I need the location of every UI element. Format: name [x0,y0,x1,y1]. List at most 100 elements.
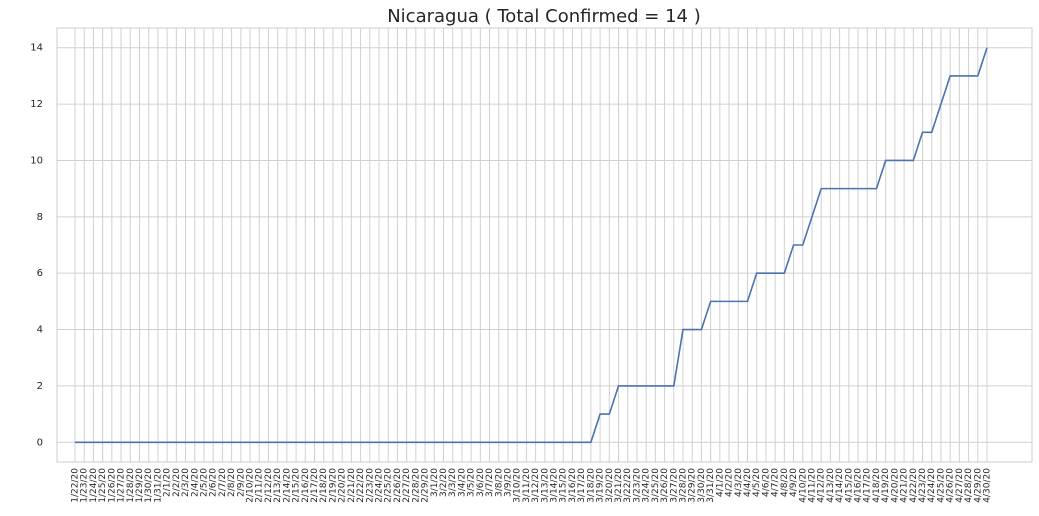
x-tick-label: 2/19/20 [328,468,338,503]
x-tick-label: 2/23/20 [365,468,375,503]
x-tick-label: 2/9/20 [236,468,246,497]
x-tick-label: 4/12/20 [817,468,827,503]
x-tick-label: 3/15/20 [559,468,569,503]
x-tick-label: 3/27/20 [669,468,679,503]
x-tick-label: 4/15/20 [844,468,854,503]
x-tick-label: 2/6/20 [209,468,219,497]
x-tick-label: 3/20/20 [605,468,615,503]
x-tick-label: 2/20/20 [338,468,348,503]
x-tick-label: 2/10/20 [246,468,256,503]
x-tick-label: 4/18/20 [872,468,882,503]
x-tick-label: 3/30/20 [697,468,707,503]
x-tick-label: 3/7/20 [485,468,495,497]
y-tick-label: 0 [37,437,43,448]
x-tick-label: 3/5/20 [467,468,477,497]
y-tick-label: 14 [30,43,43,54]
x-tick-label: 2/8/20 [227,468,237,497]
x-tick-label: 1/31/20 [153,468,163,503]
x-tick-label: 1/30/20 [144,468,154,503]
chart-title: Nicaragua ( Total Confirmed = 14 ) [387,6,701,27]
x-tick-label: 3/11/20 [522,468,532,503]
x-tick-label: 2/25/20 [384,468,394,503]
x-tick-label: 4/11/20 [807,468,817,503]
x-tick-label: 3/14/20 [550,468,560,503]
x-tick-label: 3/2/20 [439,468,449,497]
x-tick-label: 4/21/20 [900,468,910,503]
x-tick-label: 3/28/20 [679,468,689,503]
x-tick-label: 3/6/20 [476,468,486,497]
x-tick-label: 3/22/20 [623,468,633,503]
x-tick-label: 2/11/20 [255,468,265,503]
y-tick-label: 4 [37,325,43,336]
x-tick-label: 3/24/20 [642,468,652,503]
x-tick-label: 3/16/20 [568,468,578,503]
x-tick-label: 4/3/20 [734,468,744,497]
x-tick-label: 2/17/20 [310,468,320,503]
x-tick-label: 4/29/20 [973,468,983,503]
x-tick-label: 2/12/20 [264,468,274,503]
x-tick-label: 3/25/20 [651,468,661,503]
x-tick-label: 4/5/20 [752,468,762,497]
x-tick-label: 1/23/20 [80,468,90,503]
x-tick-label: 4/6/20 [761,468,771,497]
x-tick-label: 4/16/20 [854,468,864,503]
x-tick-label: 2/18/20 [319,468,329,503]
y-tick-label: 8 [37,212,43,223]
x-tick-label: 3/23/20 [632,468,642,503]
x-tick-label: 4/17/20 [863,468,873,503]
x-tick-label: 4/20/20 [890,468,900,503]
x-tick-label: 4/4/20 [743,468,753,497]
x-tick-label: 3/13/20 [540,468,550,503]
x-tick-label: 3/29/20 [688,468,698,503]
x-tick-label: 3/4/20 [457,468,467,497]
x-tick-label: 3/9/20 [503,468,513,497]
x-tick-label: 3/17/20 [577,468,587,503]
x-tick-label: 2/27/20 [402,468,412,503]
x-tick-label: 4/26/20 [946,468,956,503]
x-tick-label: 3/3/20 [448,468,458,497]
x-tick-label: 4/27/20 [955,468,965,503]
x-tick-label: 4/25/20 [936,468,946,503]
y-tick-label: 12 [30,99,43,110]
y-tick-label: 10 [30,155,43,166]
x-tick-label: 4/10/20 [798,468,808,503]
x-tick-label: 3/26/20 [660,468,670,503]
x-tick-label: 4/7/20 [771,468,781,497]
data-line [75,47,988,444]
x-tick-label: 1/28/20 [126,468,136,503]
x-tick-label: 2/2/20 [172,468,182,497]
x-tick-label: 2/28/20 [411,468,421,503]
x-tick-label: 1/24/20 [89,468,99,503]
x-tick-label: 4/23/20 [918,468,928,503]
x-tick-label: 3/19/20 [596,468,606,503]
x-tick-label: 4/1/20 [715,468,725,497]
x-tick-label: 3/8/20 [494,468,504,497]
x-tick-label: 3/31/20 [706,468,716,503]
x-tick-label: 3/21/20 [614,468,624,503]
y-tick-label: 2 [37,381,43,392]
y-tick-label: 6 [37,268,43,279]
x-tick-label: 4/14/20 [835,468,845,503]
x-tick-label: 4/13/20 [826,468,836,503]
x-tick-label: 1/29/20 [135,468,145,503]
x-tick-label: 1/26/20 [107,468,117,503]
x-tick-label: 3/12/20 [531,468,541,503]
x-tick-label: 4/28/20 [964,468,974,503]
x-tick-label: 4/24/20 [927,468,937,503]
x-tick-label: 3/18/20 [586,468,596,503]
x-tick-label: 2/14/20 [282,468,292,503]
x-tick-label: 2/3/20 [181,468,191,497]
x-tick-label: 2/1/20 [163,468,173,497]
x-tick-label: 2/21/20 [347,468,357,503]
x-tick-label: 1/22/20 [71,468,81,503]
x-tick-label: 2/13/20 [273,468,283,503]
x-tick-label: 3/1/20 [430,468,440,497]
x-tick-label: 4/22/20 [909,468,919,503]
x-tick-label: 2/24/20 [375,468,385,503]
x-tick-label: 2/26/20 [393,468,403,503]
x-tick-label: 4/2/20 [725,468,735,497]
x-tick-label: 1/27/20 [117,468,127,503]
x-tick-label: 2/15/20 [292,468,302,503]
x-tick-label: 2/4/20 [190,468,200,497]
x-tick-label: 2/29/20 [421,468,431,503]
